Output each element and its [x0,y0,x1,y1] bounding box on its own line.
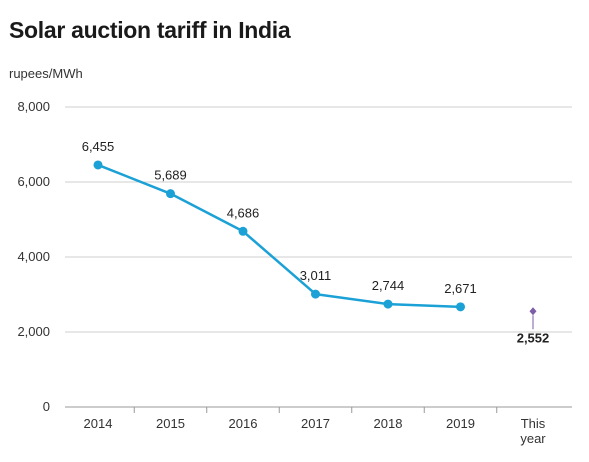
y-tick-label: 6,000 [17,174,50,189]
x-tick-label: This year [520,416,546,446]
data-point [93,160,103,170]
data-label: 3,011 [300,268,332,283]
y-tick-label: 2,000 [17,324,50,339]
data-labels: 6,455 5,689 4,686 3,011 2,744 2,671 2,552 [82,139,550,345]
y-tick-label: 8,000 [17,99,50,114]
series-line [97,163,461,309]
x-tick-label: 2018 [374,416,403,431]
data-points [93,160,537,330]
y-axis-unit-label: rupees/MWh [9,66,83,81]
data-label: 2,552 [517,330,550,345]
x-axis-ticks: 2014 2015 2016 2017 2018 2019 This year [84,407,546,446]
x-tick-label: 2019 [446,416,475,431]
series-lines [97,163,461,309]
gridlines [65,106,572,408]
data-label: 4,686 [227,205,260,220]
y-tick-label: 0 [43,399,50,414]
data-label: 5,689 [154,168,187,183]
data-point [383,299,393,309]
data-point [311,289,320,299]
data-label: 6,455 [82,139,115,154]
data-label: 2,671 [444,281,477,296]
y-tick-label: 4,000 [17,249,50,264]
x-tick-label: 2016 [229,416,258,431]
chart-title: Solar auction tariff in India [9,17,291,43]
data-point [238,226,248,236]
data-point [456,302,465,312]
y-axis-ticks: 0 2,000 4,000 6,000 8,000 [17,99,50,414]
x-tick-label: 2015 [156,416,185,431]
x-tick-label: 2017 [301,416,330,431]
data-point [529,307,537,316]
x-tick-label: 2014 [84,416,113,431]
data-point [166,189,175,199]
data-label: 2,744 [372,278,405,293]
